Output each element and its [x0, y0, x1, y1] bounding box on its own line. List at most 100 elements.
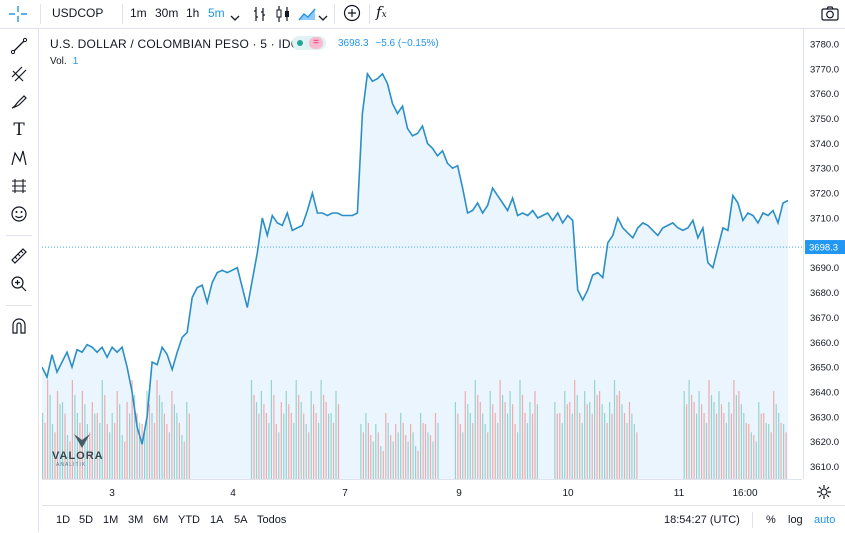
- volume-bar: [173, 404, 175, 479]
- market-open-dot: [297, 40, 303, 46]
- volume-bar: [437, 422, 439, 479]
- volume-bar: [708, 380, 710, 479]
- volume-bar: [313, 404, 315, 479]
- interval-30m-button[interactable]: 30m: [155, 6, 179, 20]
- camera-icon[interactable]: [820, 5, 840, 23]
- volume-value: 1: [72, 56, 79, 67]
- clock-display[interactable]: 18:54:27 (UTC): [664, 514, 740, 526]
- volume-bar: [250, 380, 253, 479]
- volume-bar: [370, 435, 372, 479]
- volume-bar: [760, 413, 762, 480]
- range-6m-button[interactable]: 6M: [153, 514, 169, 526]
- bar-chart-type-icon[interactable]: [252, 5, 268, 23]
- price-tick-label: 3780.0: [810, 39, 839, 50]
- price-tick-label: 3680.0: [810, 288, 839, 299]
- volume-bar: [524, 413, 526, 479]
- volume-bar: [380, 446, 382, 479]
- auto-scale-button[interactable]: auto: [814, 514, 836, 526]
- volume-bar: [432, 441, 434, 479]
- volume-bar: [494, 413, 496, 479]
- text-tool-icon[interactable]: T: [13, 120, 25, 140]
- volume-bar: [683, 391, 685, 479]
- market-status-badge[interactable]: =: [292, 36, 326, 50]
- range-5a-button[interactable]: 5A: [234, 514, 248, 526]
- fx-icon[interactable]: fx: [376, 3, 387, 21]
- volume-bar: [718, 391, 720, 479]
- chart-settings-icon[interactable]: [815, 483, 833, 501]
- volume-bar: [56, 391, 59, 479]
- interval-1h-button[interactable]: 1h: [186, 6, 200, 20]
- range-ytd-button[interactable]: YTD: [178, 514, 200, 526]
- volume-bar: [773, 391, 775, 479]
- volume-bar: [636, 432, 638, 480]
- price-tick-label: 3640.0: [810, 387, 839, 398]
- prediction-tool-icon[interactable]: [8, 175, 30, 197]
- percent-scale-button[interactable]: %: [766, 514, 776, 526]
- volume-bar: [400, 413, 402, 479]
- price-axis[interactable]: 3780.0 3770.0 3760.0 3750.0 3740.0 3730.0 3720…: [803, 29, 845, 479]
- top-toolbar: USDCOP 1m 30m 1h 5m fx: [0, 0, 845, 29]
- volume-bar: [521, 394, 524, 479]
- ruler-icon[interactable]: [8, 245, 30, 267]
- volume-bar: [517, 432, 519, 480]
- volume-bar: [514, 424, 516, 479]
- volume-bar: [101, 380, 103, 479]
- volume-bar: [116, 391, 118, 479]
- volume-bar: [335, 391, 337, 479]
- chevron-down-icon[interactable]: [318, 9, 328, 21]
- volume-bar: [633, 424, 635, 479]
- volume-bar: [86, 424, 88, 479]
- price-chart-svg[interactable]: [41, 29, 802, 480]
- volume-bar: [161, 402, 163, 479]
- volume-bar: [134, 394, 136, 479]
- symbol-search-button[interactable]: USDCOP: [52, 6, 104, 20]
- volume-bar: [621, 404, 623, 479]
- range-1m-button[interactable]: 1M: [103, 514, 119, 526]
- magnet-icon[interactable]: [8, 315, 30, 337]
- time-axis[interactable]: 3 4 7 9 10 11 16:00: [42, 479, 802, 506]
- volume-bar: [763, 413, 765, 479]
- candles-chart-type-icon[interactable]: [275, 5, 291, 23]
- volume-bar: [263, 404, 265, 479]
- range-1a-button[interactable]: 1A: [210, 514, 224, 526]
- price-tick-label: 3650.0: [810, 363, 839, 374]
- volume-bar: [745, 422, 747, 479]
- range-1d-button[interactable]: 1D: [56, 514, 71, 526]
- volume-bar: [288, 404, 290, 479]
- toolbar-divider: [369, 4, 370, 24]
- volume-label: Vol.: [50, 56, 67, 67]
- interval-1m-button[interactable]: 1m: [130, 6, 147, 20]
- range-all-button[interactable]: Todos: [257, 514, 287, 526]
- emoji-icon[interactable]: [8, 203, 30, 225]
- pattern-tool-icon[interactable]: [8, 147, 30, 169]
- volume-bar: [477, 394, 479, 479]
- volume-bar: [275, 424, 277, 479]
- price-chart[interactable]: [41, 29, 802, 480]
- volume-bar: [260, 391, 262, 479]
- volume-bar: [367, 422, 369, 479]
- volume-bar: [504, 402, 506, 479]
- area-chart-type-icon[interactable]: [298, 5, 316, 23]
- drawing-toolbar: T: [0, 29, 39, 532]
- volume-bar: [153, 422, 156, 479]
- volume-bar: [487, 432, 489, 480]
- volume-bar: [395, 424, 397, 479]
- volume-bar: [738, 391, 740, 479]
- range-3m-button[interactable]: 3M: [128, 514, 144, 526]
- brush-icon[interactable]: [8, 91, 30, 113]
- fib-tools-icon[interactable]: [8, 63, 30, 85]
- volume-bar: [412, 432, 414, 480]
- volume-bar: [606, 422, 608, 479]
- compare-add-icon[interactable]: [343, 4, 361, 22]
- volume-bar: [273, 394, 275, 479]
- range-5d-button[interactable]: 5D: [79, 514, 94, 526]
- trend-line-icon[interactable]: [8, 35, 30, 57]
- log-scale-button[interactable]: log: [788, 514, 803, 526]
- zoom-in-icon[interactable]: [8, 273, 30, 295]
- volume-bar: [509, 391, 511, 479]
- price-line: [41, 71, 789, 445]
- interval-5m-button[interactable]: 5m: [208, 6, 225, 20]
- volume-bar: [765, 422, 767, 479]
- crosshair-icon[interactable]: [8, 5, 28, 23]
- chevron-down-icon[interactable]: [230, 9, 240, 21]
